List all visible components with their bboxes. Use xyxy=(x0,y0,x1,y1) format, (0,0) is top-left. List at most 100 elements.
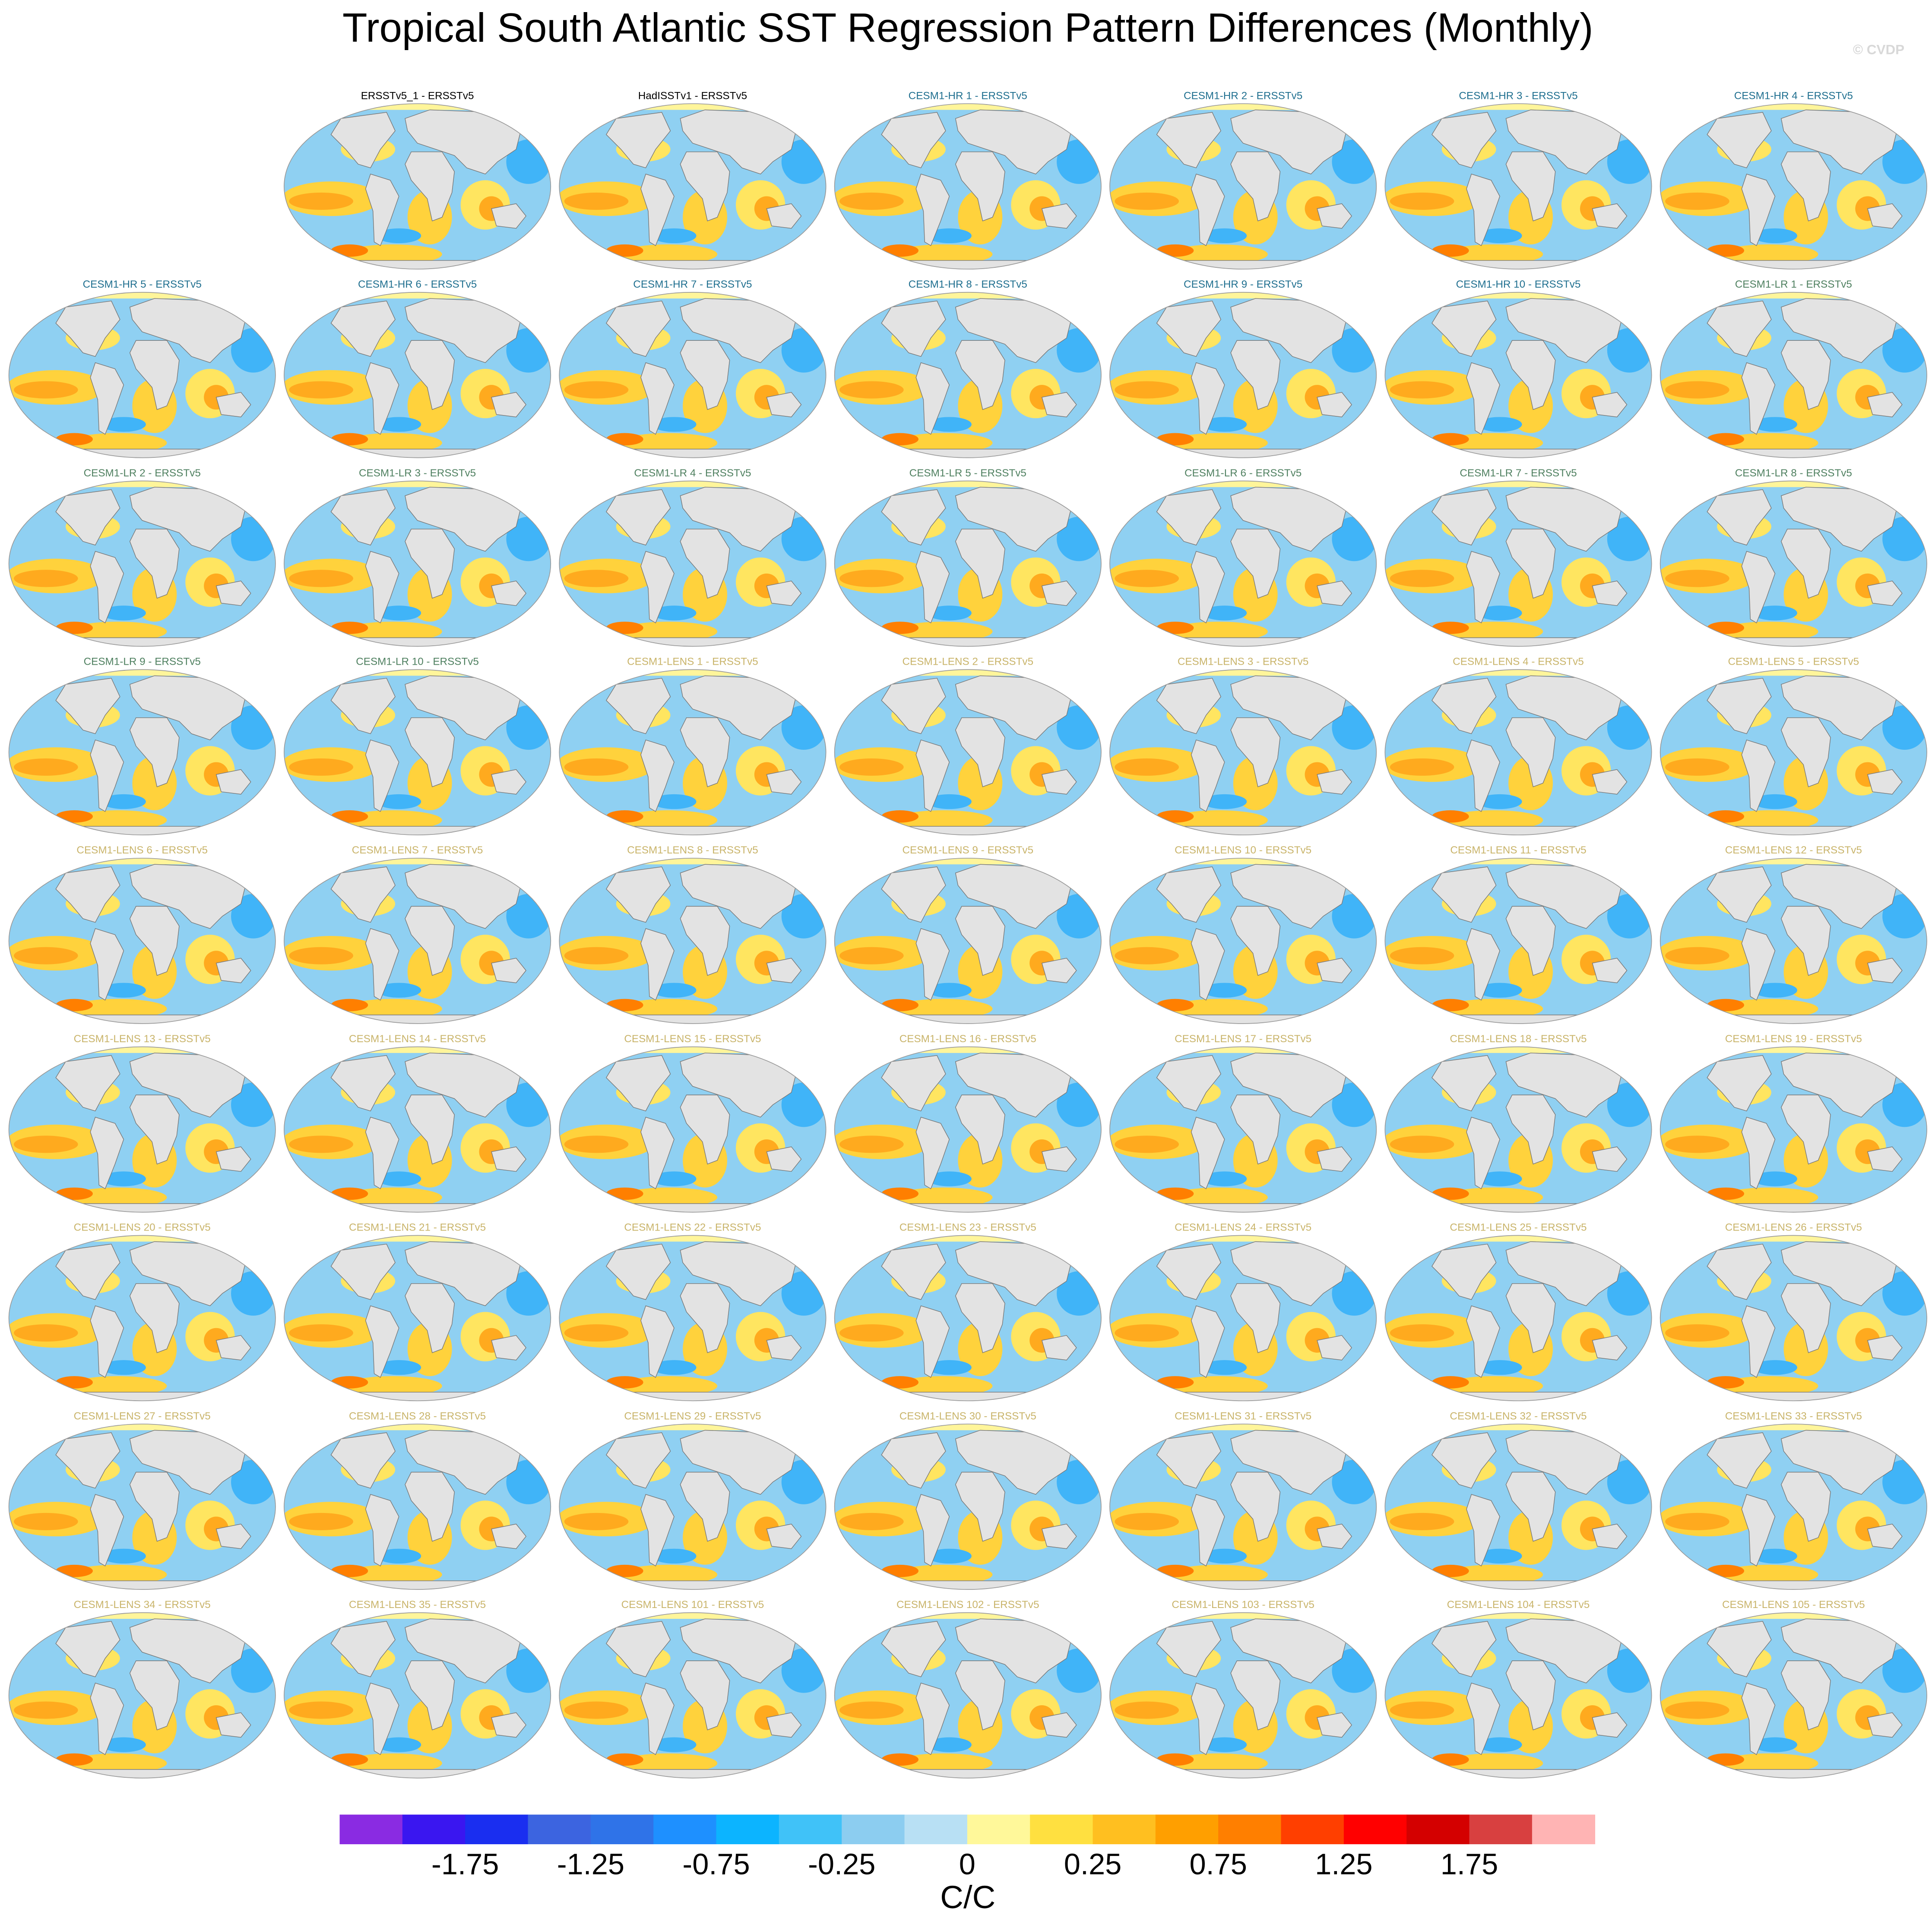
map-panel xyxy=(832,1043,1104,1216)
panel-title: CESM1-LR 9 - ERSSTv5 xyxy=(84,656,201,667)
panel-title: CESM1-LENS 21 - ERSSTv5 xyxy=(349,1222,486,1234)
colorbar-box xyxy=(402,1814,466,1844)
map-panel xyxy=(1658,1232,1929,1405)
map-panel xyxy=(282,477,553,650)
map-panel xyxy=(832,854,1104,1027)
panel-title: CESM1-LENS 34 - ERSSTv5 xyxy=(74,1599,211,1611)
panel-title: CESM1-LR 10 - ERSSTv5 xyxy=(356,656,479,667)
panel-title: CESM1-LENS 102 - ERSSTv5 xyxy=(896,1599,1039,1611)
colorbar-box xyxy=(967,1814,1031,1844)
map-panel xyxy=(6,477,278,650)
panel-title: CESM1-LENS 24 - ERSSTv5 xyxy=(1175,1222,1311,1234)
panel-title: CESM1-HR 4 - ERSSTv5 xyxy=(1734,90,1853,101)
colorbar-tick-label: -0.25 xyxy=(808,1848,875,1881)
colorbar-box xyxy=(1093,1814,1156,1844)
map-panel xyxy=(1383,1420,1654,1593)
panel-title: CESM1-HR 2 - ERSSTv5 xyxy=(1184,90,1302,101)
panel-title: CESM1-LENS 1 - ERSSTv5 xyxy=(627,656,758,667)
panel-title: CESM1-LENS 31 - ERSSTv5 xyxy=(1175,1410,1311,1422)
map-panel xyxy=(1658,666,1929,839)
panel-title: CESM1-LENS 18 - ERSSTv5 xyxy=(1450,1033,1587,1045)
colorbar-box xyxy=(1532,1814,1596,1844)
colorbar-box xyxy=(1030,1814,1093,1844)
panel-title: CESM1-LENS 9 - ERSSTv5 xyxy=(902,844,1033,856)
map-panel xyxy=(557,1232,829,1405)
colorbar-tick-label: 0 xyxy=(959,1848,976,1881)
credit: © CVDP xyxy=(1853,42,1904,57)
map-panel xyxy=(1658,289,1929,461)
panel-title: CESM1-LENS 19 - ERSSTv5 xyxy=(1725,1033,1862,1045)
colorbar-box xyxy=(339,1814,403,1844)
map-panel xyxy=(282,666,553,839)
map-panel xyxy=(1107,854,1379,1027)
panel-title: CESM1-LENS 22 - ERSSTv5 xyxy=(624,1222,761,1234)
map-panel xyxy=(557,1043,829,1216)
panel-title: CESM1-LENS 23 - ERSSTv5 xyxy=(899,1222,1036,1234)
map-panel xyxy=(832,1420,1104,1593)
panel-title: CESM1-HR 10 - ERSSTv5 xyxy=(1456,279,1581,290)
panel-title: CESM1-LENS 28 - ERSSTv5 xyxy=(349,1410,486,1422)
colorbar-box xyxy=(1343,1814,1407,1844)
panel-title: CESM1-LENS 35 - ERSSTv5 xyxy=(349,1599,486,1611)
panel-title: CESM1-LENS 3 - ERSSTv5 xyxy=(1178,656,1309,667)
panel-title: CESM1-LENS 29 - ERSSTv5 xyxy=(624,1410,761,1422)
panel-title: CESM1-LENS 10 - ERSSTv5 xyxy=(1175,844,1311,856)
panel-title: CESM1-LENS 33 - ERSSTv5 xyxy=(1725,1410,1862,1422)
panel-title: CESM1-LENS 32 - ERSSTv5 xyxy=(1450,1410,1587,1422)
map-panel xyxy=(6,854,278,1027)
colorbar-tick-label: 0.25 xyxy=(1064,1848,1121,1881)
map-panel xyxy=(1658,1420,1929,1593)
panel-title: CESM1-LENS 14 - ERSSTv5 xyxy=(349,1033,486,1045)
colorbar-box xyxy=(590,1814,654,1844)
map-panel xyxy=(1383,100,1654,273)
panel-title: HadISSTv1 - ERSSTv5 xyxy=(638,90,747,101)
colorbar-box xyxy=(904,1814,968,1844)
map-panel xyxy=(1658,1609,1929,1782)
panel-title: CESM1-LENS 101 - ERSSTv5 xyxy=(621,1599,764,1611)
map-panel xyxy=(1383,1232,1654,1405)
panel-title: CESM1-LR 4 - ERSSTv5 xyxy=(634,467,751,479)
panel-title: CESM1-LR 8 - ERSSTv5 xyxy=(1735,467,1852,479)
map-panel xyxy=(557,854,829,1027)
panel-title: CESM1-LENS 25 - ERSSTv5 xyxy=(1450,1222,1587,1234)
panel-title: CESM1-HR 6 - ERSSTv5 xyxy=(358,279,477,290)
colorbar-box xyxy=(779,1814,842,1844)
map-panel xyxy=(1107,1609,1379,1782)
map-panel xyxy=(557,666,829,839)
map-panel xyxy=(6,1420,278,1593)
colorbar-label: C/C xyxy=(940,1879,995,1915)
panel-title: CESM1-LENS 13 - ERSSTv5 xyxy=(74,1033,211,1045)
panel-title: CESM1-LENS 2 - ERSSTv5 xyxy=(902,656,1033,667)
figure-title: Tropical South Atlantic SST Regression P… xyxy=(342,5,1593,50)
map-panel xyxy=(1383,477,1654,650)
map-panel xyxy=(6,1609,278,1782)
map-panel xyxy=(832,477,1104,650)
map-panel xyxy=(557,100,829,273)
panel-title: CESM1-LR 7 - ERSSTv5 xyxy=(1460,467,1577,479)
map-panel xyxy=(6,1232,278,1405)
map-panel xyxy=(282,1232,553,1405)
panel-title: CESM1-LENS 104 - ERSSTv5 xyxy=(1447,1599,1590,1611)
map-panel xyxy=(1107,666,1379,839)
panel-title: CESM1-LENS 5 - ERSSTv5 xyxy=(1728,656,1859,667)
panel-title: CESM1-HR 1 - ERSSTv5 xyxy=(909,90,1027,101)
colorbar-tick-label: 0.75 xyxy=(1189,1848,1247,1881)
map-panel xyxy=(1383,854,1654,1027)
map-panel xyxy=(1107,289,1379,461)
colorbar-tick-label: -1.25 xyxy=(557,1848,624,1881)
panel-title: CESM1-LENS 11 - ERSSTv5 xyxy=(1450,844,1586,856)
map-panel xyxy=(282,100,553,273)
map-panel xyxy=(1107,1043,1379,1216)
map-panel xyxy=(282,1043,553,1216)
map-panel xyxy=(1107,1420,1379,1593)
map-panel xyxy=(282,1609,553,1782)
panel-title: CESM1-HR 7 - ERSSTv5 xyxy=(633,279,752,290)
colorbar-box xyxy=(1406,1814,1470,1844)
map-panel xyxy=(1658,1043,1929,1216)
colorbar-box xyxy=(1218,1814,1282,1844)
map-panel xyxy=(1658,100,1929,273)
colorbar-box xyxy=(1155,1814,1219,1844)
panel-title: CESM1-LENS 26 - ERSSTv5 xyxy=(1725,1222,1862,1234)
map-panel xyxy=(1658,477,1929,650)
